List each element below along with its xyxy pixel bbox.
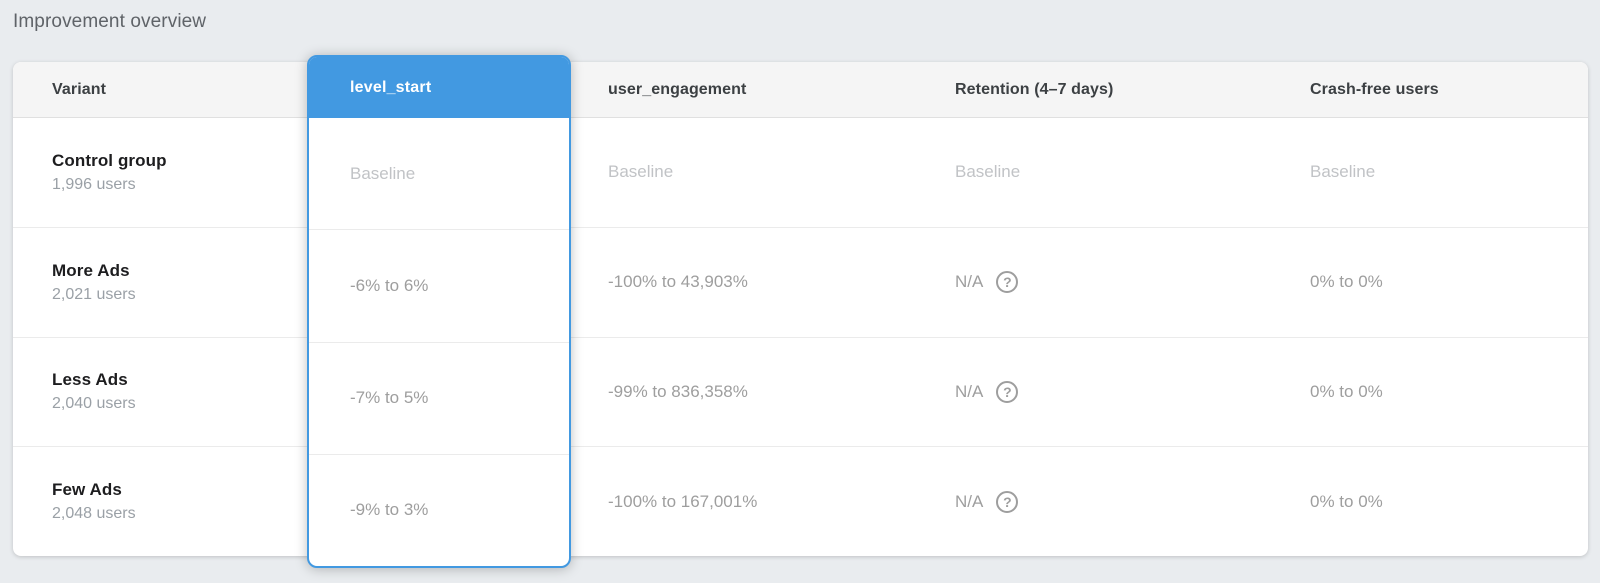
variant-name: More Ads: [52, 260, 130, 280]
column-header-level-start[interactable]: level_start: [309, 57, 569, 118]
selected-metric-column[interactable]: level_start Baseline -6% to 6% -7% to 5%…: [307, 55, 571, 568]
level-start-cell: -7% to 5%: [309, 341, 569, 454]
column-header-user-engagement[interactable]: user_engagement: [608, 80, 747, 98]
variant-name: Less Ads: [52, 370, 128, 390]
variant-user-count: 2,021 users: [52, 285, 136, 303]
retention-cell: N/A ?: [918, 490, 1273, 513]
table-row-more-ads: More Ads 2,021 users -100% to 43,903% N/…: [13, 226, 1588, 337]
user-engagement-cell: -99% to 836,358%: [608, 381, 748, 401]
user-engagement-cell: -100% to 43,903%: [608, 272, 748, 292]
user-engagement-cell: Baseline: [608, 162, 674, 182]
retention-value: N/A: [955, 381, 984, 401]
retention-value: N/A: [955, 491, 984, 511]
level-start-cell: -9% to 3%: [309, 453, 569, 566]
variant-cell: Less Ads 2,040 users: [13, 370, 307, 413]
retention-cell: N/A ?: [918, 380, 1273, 403]
table-row-control-group: Control group 1,996 users Baseline Basel…: [13, 118, 1588, 227]
help-icon[interactable]: ?: [996, 271, 1019, 294]
help-icon[interactable]: ?: [996, 490, 1019, 513]
help-icon[interactable]: ?: [996, 380, 1019, 403]
variant-user-count: 1,996 users: [52, 175, 136, 193]
level-start-cell: Baseline: [350, 163, 416, 183]
variant-user-count: 2,040 users: [52, 395, 136, 413]
page-title: Improvement overview: [13, 11, 207, 32]
variant-name: Control group: [52, 150, 167, 170]
column-header-crash-free[interactable]: Crash-free users: [1310, 80, 1439, 98]
variant-cell: Control group 1,996 users: [13, 151, 307, 194]
selected-metric-column-body: Baseline -6% to 6% -7% to 5% -9% to 3%: [309, 118, 569, 566]
column-header-variant: Variant: [52, 80, 107, 98]
table-header-row: Variant user_engagement Retention (4–7 d…: [13, 62, 1588, 118]
retention-value: N/A: [955, 272, 984, 292]
crash-free-cell: 0% to 0%: [1310, 491, 1383, 511]
variant-cell: Few Ads 2,048 users: [13, 480, 307, 523]
variant-cell: More Ads 2,021 users: [13, 261, 307, 304]
column-header-retention[interactable]: Retention (4–7 days): [955, 80, 1114, 98]
retention-cell: Baseline: [955, 162, 1021, 182]
table-body: Control group 1,996 users Baseline Basel…: [13, 118, 1588, 556]
crash-free-cell: 0% to 0%: [1310, 381, 1383, 401]
variant-name: Few Ads: [52, 480, 122, 500]
level-start-cell: -6% to 6%: [309, 229, 569, 341]
improvement-overview-table: Variant user_engagement Retention (4–7 d…: [13, 55, 1588, 568]
crash-free-cell: Baseline: [1310, 162, 1376, 182]
retention-cell: N/A ?: [918, 271, 1273, 294]
variant-user-count: 2,048 users: [52, 505, 136, 523]
table-row-few-ads: Few Ads 2,048 users -100% to 167,001% N/…: [13, 446, 1588, 556]
crash-free-cell: 0% to 0%: [1310, 272, 1383, 292]
user-engagement-cell: -100% to 167,001%: [608, 491, 758, 511]
table-row-less-ads: Less Ads 2,040 users -99% to 836,358% N/…: [13, 336, 1588, 447]
